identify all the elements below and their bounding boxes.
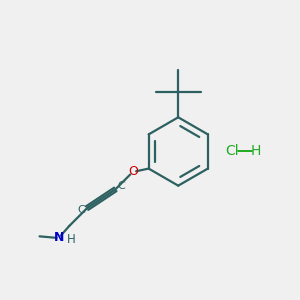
Text: O: O [128, 165, 138, 178]
Text: C: C [117, 181, 125, 191]
Text: H: H [67, 233, 76, 246]
Text: Cl: Cl [225, 145, 238, 158]
Text: N: N [54, 231, 64, 244]
Text: H: H [250, 145, 261, 158]
Text: C: C [77, 205, 85, 214]
